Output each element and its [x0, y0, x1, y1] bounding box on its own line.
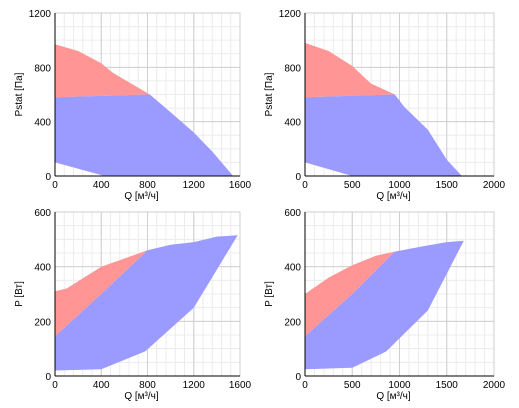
x-tick-label: 400	[93, 180, 110, 191]
y-axis-label: P [Вт]	[14, 281, 25, 307]
y-axis-label: Pstat [Па]	[264, 72, 275, 116]
y-tick-label: 600	[284, 208, 301, 219]
blue-region	[305, 94, 462, 176]
y-tick-label: 0	[295, 372, 301, 383]
x-tick-label: 0	[302, 380, 308, 391]
red-region	[55, 250, 148, 337]
x-tick-label: 1600	[229, 380, 252, 391]
blue-region	[305, 240, 464, 370]
x-tick-label: 1200	[183, 180, 206, 191]
chart-panel-1: 0 400 800 1200 1600 0 400 800 1200 Q [м³/ч] Pstat …	[14, 9, 252, 202]
y-axis-label: Pstat [Па]	[14, 72, 25, 116]
red-region	[305, 42, 395, 98]
y-axis-label: P [Вт]	[264, 281, 275, 307]
y-tick-label: 400	[34, 263, 51, 274]
x-axis-label: Q [м³/ч]	[376, 191, 411, 202]
x-tick-label: 500	[344, 380, 361, 391]
y-tick-label: 200	[284, 317, 301, 328]
x-tick-label: 2000	[483, 380, 506, 391]
red-region	[305, 251, 395, 337]
blue-region	[55, 94, 234, 176]
chart-panel-4: 0 500 1000 1500 2000 0 200 400 600 Q [м³/ч] P [Вт]	[264, 208, 506, 402]
x-tick-label: 1200	[183, 380, 206, 391]
x-axis-label: Q [м³/ч]	[124, 191, 159, 202]
x-tick-label: 400	[93, 380, 110, 391]
x-tick-label: 1500	[436, 180, 459, 191]
y-tick-label: 400	[284, 118, 301, 129]
x-tick-label: 1500	[436, 380, 459, 391]
x-tick-label: 0	[52, 180, 58, 191]
y-tick-label: 0	[45, 172, 51, 183]
chart-panel-2: 0 500 1000 1500 2000 0 400 800 1200 Q [м³/ч] Pstat…	[264, 9, 506, 202]
y-tick-label: 400	[284, 263, 301, 274]
x-tick-label: 2000	[483, 180, 506, 191]
x-tick-label: 1000	[388, 180, 411, 191]
x-tick-label: 800	[139, 380, 156, 391]
x-tick-label: 500	[344, 180, 361, 191]
x-tick-label: 0	[302, 180, 308, 191]
y-tick-label: 400	[34, 118, 51, 129]
x-tick-label: 0	[52, 380, 58, 391]
x-axis-label: Q [м³/ч]	[124, 391, 159, 402]
y-tick-label: 800	[284, 63, 301, 74]
y-tick-label: 0	[295, 172, 301, 183]
x-tick-label: 1600	[229, 180, 252, 191]
red-region	[55, 44, 150, 98]
y-tick-label: 200	[34, 317, 51, 328]
y-tick-label: 1200	[279, 9, 302, 20]
y-tick-label: 1200	[29, 9, 52, 20]
y-tick-label: 600	[34, 208, 51, 219]
blue-region	[55, 235, 238, 371]
y-tick-label: 0	[45, 372, 51, 383]
y-tick-label: 800	[34, 63, 51, 74]
x-tick-label: 1000	[388, 380, 411, 391]
chart-panel-3: 0 400 800 1200 1600 0 200 400 600 Q [м³/ч] P [Вт]	[14, 208, 252, 402]
x-axis-label: Q [м³/ч]	[376, 391, 411, 402]
x-tick-label: 800	[139, 180, 156, 191]
